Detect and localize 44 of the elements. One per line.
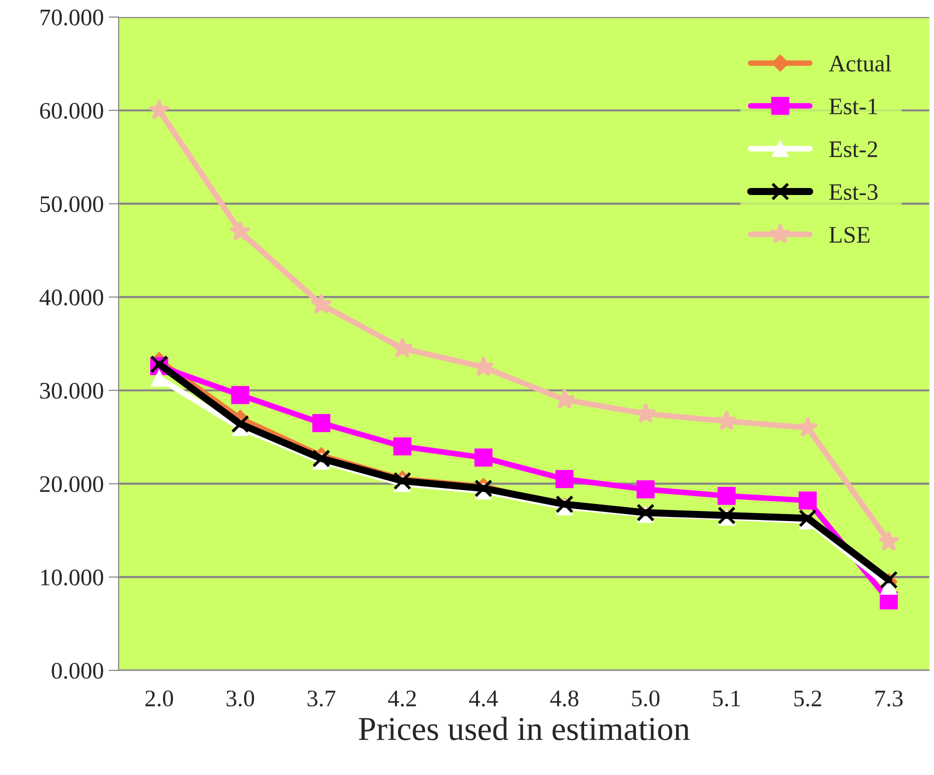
point [634, 402, 656, 423]
y-tick-label: 70.000 [40, 10, 104, 26]
legend-label: Est-1 [829, 98, 878, 114]
point [636, 480, 655, 498]
x-tick-label: 5.2 [794, 690, 822, 707]
point [555, 470, 574, 488]
y-tick-label: 40.000 [40, 290, 104, 306]
point [798, 491, 817, 510]
point [148, 99, 170, 120]
x-tick-label: 3.0 [226, 690, 254, 707]
legend-label: LSE [829, 226, 870, 243]
x-axis-title: Prices used in estimation [358, 716, 690, 740]
point [393, 437, 412, 456]
point [798, 509, 817, 528]
point [230, 220, 251, 241]
point [718, 486, 736, 505]
point [231, 414, 250, 434]
x-tick-label: 5.1 [713, 690, 740, 707]
x-tick-label: 4.2 [388, 690, 416, 707]
y-tick-label: 60.000 [40, 102, 104, 119]
point [310, 293, 332, 314]
y-tick-label: 10.000 [41, 570, 104, 586]
point [474, 448, 492, 467]
x-tick-label: 5.0 [632, 690, 660, 707]
legend-label: Est-3 [829, 184, 878, 200]
x-tick-label: 4.8 [550, 690, 578, 707]
point [716, 410, 738, 430]
x-tick-label: 7.3 [876, 690, 903, 707]
point [231, 386, 250, 404]
y-tick-label: 0.000 [52, 662, 104, 679]
y-tick-label: 20.000 [40, 476, 104, 492]
legend-label: Est-2 [829, 141, 878, 158]
point [150, 370, 168, 387]
point [878, 530, 900, 551]
y-tick-label: 50.000 [40, 196, 104, 212]
point [312, 414, 330, 432]
legend-label: Actual [828, 54, 892, 72]
point [797, 416, 818, 437]
x-tick-label: 4.4 [469, 690, 498, 707]
y-tick-label: 30.000 [40, 382, 104, 399]
point [392, 337, 414, 358]
x-tick-label: 3.7 [308, 690, 336, 707]
x-tick-label: 2.0 [145, 690, 174, 707]
point [312, 449, 330, 468]
